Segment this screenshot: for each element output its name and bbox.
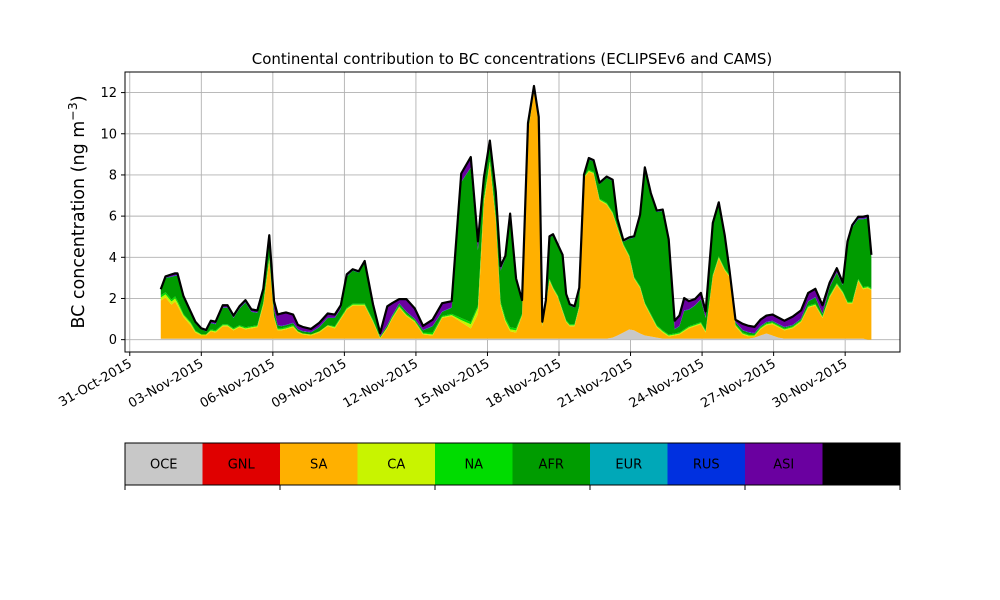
color-legend: OCE GNL SA CA NA AFR EUR RUS ASI AUS (124, 442, 901, 490)
legend-label-afr: AFR (539, 458, 564, 473)
y-tick-label: 0 (109, 333, 117, 348)
legend-swatch-aus (822, 443, 901, 485)
plot-frame (124, 71, 901, 353)
chart-title: Continental contribution to BC concentra… (252, 50, 773, 68)
y-tick-label: 6 (109, 210, 117, 225)
y-axis-label: BC concentration (ng m−3) (65, 95, 89, 328)
legend-label-aus: AUS (848, 458, 875, 473)
legend-swatch-gnl (202, 443, 281, 485)
legend-swatch-sa (280, 443, 358, 485)
y-tick-label: 4 (109, 251, 117, 266)
legend-swatch-asi (745, 443, 823, 485)
legend-swatch-eur (590, 443, 668, 485)
legend-frame (124, 442, 901, 486)
legend-swatch-afr (512, 443, 591, 485)
legend-label-ca: CA (387, 458, 405, 473)
legend-label-sa: SA (310, 458, 327, 473)
legend-label-gnl: GNL (228, 458, 256, 473)
legend-swatch-rus (667, 443, 746, 485)
legend-label-rus: RUS (693, 458, 720, 473)
legend-label-eur: EUR (615, 458, 642, 473)
legend-swatch-na (435, 443, 513, 485)
legend-label-na: NA (464, 458, 483, 473)
legend-label-asi: ASI (773, 458, 794, 473)
y-tick-label: 12 (100, 86, 117, 101)
y-tick-label: 10 (100, 127, 117, 142)
area-series-afr (160, 87, 872, 338)
y-tick-label: 2 (109, 292, 117, 307)
y-tick-label: 8 (109, 168, 117, 183)
legend-swatch-ca (357, 443, 436, 485)
legend-swatch-oce (125, 443, 203, 485)
total-outline-line (159, 84, 873, 335)
legend-label-oce: OCE (150, 458, 178, 473)
